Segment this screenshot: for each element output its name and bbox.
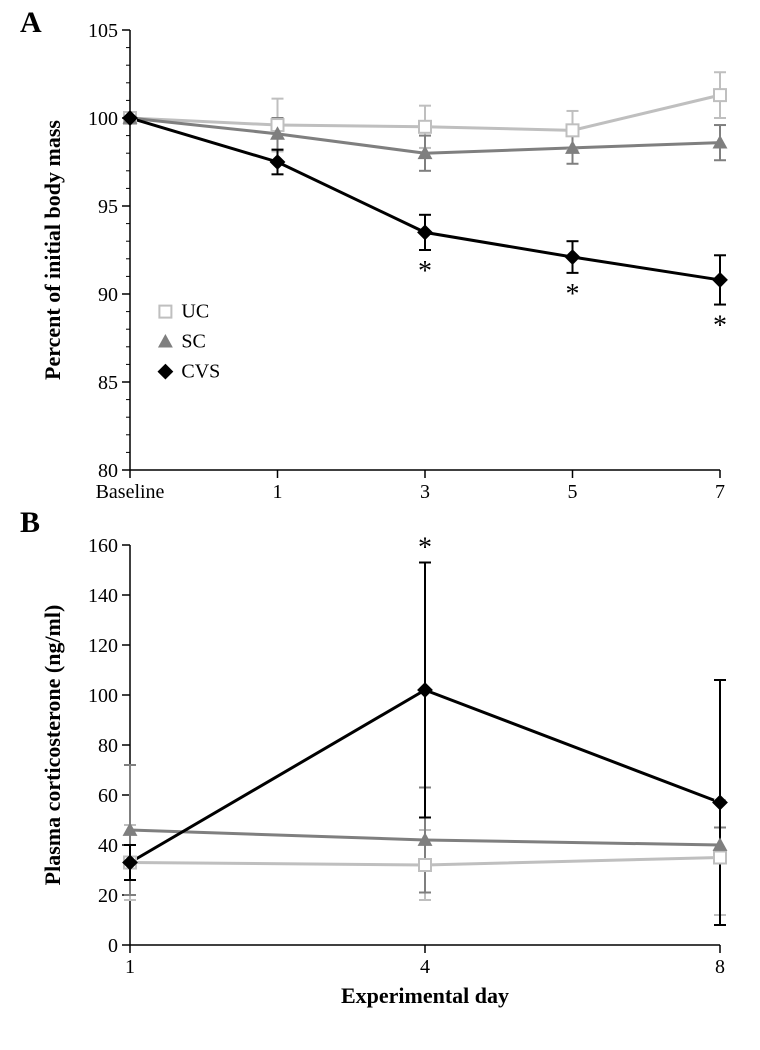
svg-text:1: 1 [273, 481, 283, 503]
svg-text:85: 85 [98, 372, 118, 394]
svg-text:80: 80 [98, 735, 118, 757]
svg-text:1: 1 [125, 956, 135, 978]
figure-svg: 80859095100105Baseline1357Percent of ini… [0, 0, 760, 1050]
svg-text:*: * [713, 311, 727, 342]
svg-text:Baseline: Baseline [96, 481, 165, 503]
svg-text:105: 105 [88, 20, 118, 42]
svg-text:40: 40 [98, 835, 118, 857]
svg-text:5: 5 [568, 481, 578, 503]
svg-text:Percent of initial body mass: Percent of initial body mass [40, 120, 65, 380]
svg-text:8: 8 [715, 956, 725, 978]
svg-text:20: 20 [98, 885, 118, 907]
svg-text:95: 95 [98, 196, 118, 218]
svg-text:SC: SC [181, 331, 205, 353]
svg-text:*: * [418, 533, 432, 564]
svg-text:160: 160 [88, 535, 118, 557]
svg-text:CVS: CVS [181, 361, 220, 383]
svg-text:0: 0 [108, 935, 118, 957]
panelB-plot: 0 20 40 60 80 100 120 140 160 1 4 8 Plasma corticost… [40, 535, 727, 1008]
panel-letter-b: B [20, 506, 40, 540]
svg-text:120: 120 [88, 635, 118, 657]
svg-text:60: 60 [98, 785, 118, 807]
svg-text:*: * [566, 279, 580, 310]
svg-text:100: 100 [88, 108, 118, 130]
svg-text:3: 3 [420, 481, 430, 503]
svg-text:140: 140 [88, 585, 118, 607]
svg-text:100: 100 [88, 685, 118, 707]
svg-text:80: 80 [98, 460, 118, 482]
svg-text:*: * [418, 256, 432, 287]
panelA-plot: 80 85 90 95 100 105 Baseline 1 3 5 7 Percent of ini… [40, 20, 727, 503]
svg-text:UC: UC [181, 301, 209, 323]
svg-text:4: 4 [420, 956, 430, 978]
svg-text:Experimental day: Experimental day [341, 983, 509, 1008]
panel-letter-a: A [20, 6, 42, 40]
svg-text:7: 7 [715, 481, 725, 503]
svg-text:Plasma corticosterone (ng/ml): Plasma corticosterone (ng/ml) [40, 605, 65, 886]
svg-text:90: 90 [98, 284, 118, 306]
figure-page: { "layout": { "width": 760, "height": 10… [0, 0, 760, 1050]
